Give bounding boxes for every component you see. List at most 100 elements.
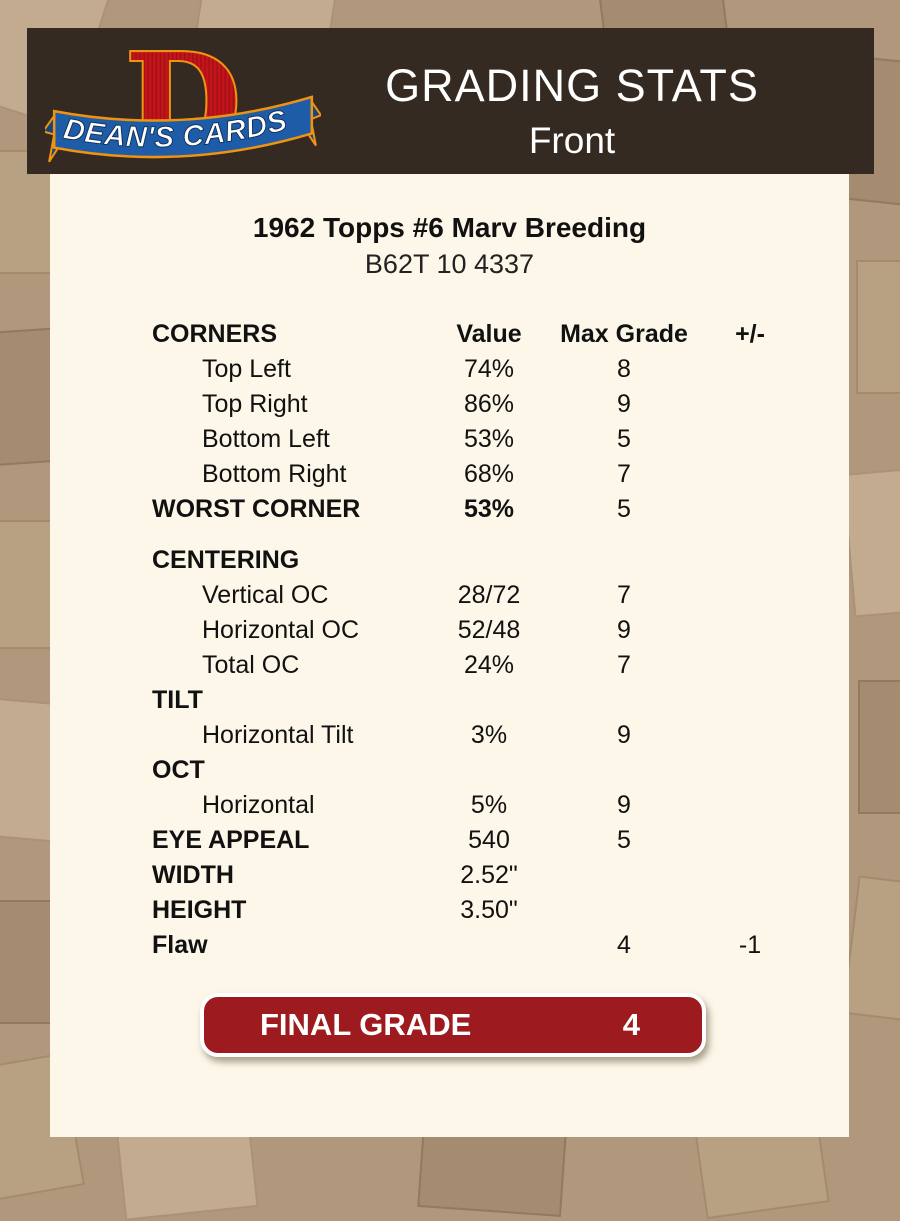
section-label: CENTERING [152, 546, 300, 574]
row-plus-minus [704, 788, 796, 823]
table-row-worst-corner: WORST CORNER 53% 5 [152, 492, 796, 527]
row-value: 3.50" [460, 896, 518, 924]
row-label: Horizontal OC [202, 616, 359, 644]
page-title: GRADING STATS [385, 60, 759, 111]
ribbon-band [52, 95, 314, 159]
row-value: 5% [470, 791, 508, 819]
table-section-tilt: TILT [152, 683, 796, 718]
row-value [434, 928, 544, 963]
row-plus-minus [704, 753, 796, 788]
row-value: 86% [463, 390, 515, 418]
row-label: Total OC [202, 651, 300, 679]
row-label: Top Right [202, 390, 308, 418]
row-value [434, 683, 544, 718]
table-row-top-left: Top Left 74% 8 [152, 352, 796, 387]
row-max-grade [544, 683, 704, 718]
row-value: 52/48 [457, 616, 521, 644]
row-plus-minus [704, 578, 796, 613]
row-max-grade [544, 858, 704, 893]
row-plus-minus [704, 422, 796, 457]
row-label: Vertical OC [202, 581, 329, 609]
background-card [858, 680, 900, 814]
row-max-grade [544, 543, 704, 578]
table-row-width: WIDTH 2.52" [152, 858, 796, 893]
column-header-plus-minus: +/- [735, 320, 765, 348]
row-label: Bottom Left [202, 425, 330, 453]
row-label: HEIGHT [152, 896, 247, 924]
report-panel: 1962 Topps #6 Marv Breeding B62T 10 4337… [50, 174, 849, 1137]
row-label: Flaw [152, 931, 208, 959]
table-row-bottom-left: Bottom Left 53% 5 [152, 422, 796, 457]
final-grade-button[interactable]: FINAL GRADE 4 [200, 993, 706, 1057]
row-max-grade: 4 [617, 931, 631, 959]
table-row-bottom-right: Bottom Right 68% 7 [152, 457, 796, 492]
table-row-oct-horizontal: Horizontal 5% 9 [152, 788, 796, 823]
table-row-flaw: Flaw 4 -1 [152, 928, 796, 963]
row-value: 28/72 [457, 581, 521, 609]
background-card [841, 466, 900, 618]
row-label: Horizontal Tilt [202, 721, 354, 749]
row-plus-minus [704, 858, 796, 893]
row-plus-minus [704, 893, 796, 928]
row-max-grade: 9 [617, 791, 631, 819]
background-card [856, 260, 900, 394]
table-row-top-right: Top Right 86% 9 [152, 387, 796, 422]
row-label: WORST CORNER [152, 495, 361, 523]
row-value: 53% [463, 425, 515, 453]
row-value [434, 753, 544, 788]
row-max-grade: 7 [617, 460, 631, 488]
page-subtitle: Front [528, 120, 616, 161]
column-header-value: Value [456, 320, 522, 348]
row-plus-minus [704, 683, 796, 718]
header-bar: D DEAN'S CARDS GRADING STATS Front [27, 28, 874, 174]
table-row-horizontal-tilt: Horizontal Tilt 3% 9 [152, 718, 796, 753]
section-label: TILT [152, 686, 203, 714]
row-label: Bottom Right [202, 460, 347, 488]
background-card [841, 875, 900, 1024]
table-section-oct: OCT [152, 753, 796, 788]
row-value: 540 [468, 826, 510, 854]
grading-stats-table: CORNERS Value Max Grade +/- Top Left 74%… [152, 316, 796, 963]
row-max-grade: 5 [617, 495, 631, 523]
table-row-eye-appeal: EYE APPEAL 540 5 [152, 823, 796, 858]
table-row-horizontal-oc: Horizontal OC 52/48 9 [152, 613, 796, 648]
row-max-grade [544, 753, 704, 788]
row-label: WIDTH [152, 861, 234, 889]
row-plus-minus [704, 543, 796, 578]
final-grade-label: FINAL GRADE [260, 1007, 472, 1042]
table-row-vertical-oc: Vertical OC 28/72 7 [152, 578, 796, 613]
header-titles: GRADING STATS Front [327, 58, 817, 164]
row-value: 74% [463, 355, 515, 383]
row-value [434, 543, 544, 578]
row-plus-minus: -1 [738, 931, 762, 959]
row-max-grade: 9 [617, 390, 631, 418]
final-grade-value: 4 [622, 1007, 640, 1042]
row-max-grade: 5 [617, 425, 631, 453]
row-plus-minus [704, 352, 796, 387]
row-max-grade: 8 [617, 355, 631, 383]
row-value: 2.52" [460, 861, 518, 889]
card-serial-code: B62T 10 4337 [364, 249, 535, 279]
row-label: EYE APPEAL [152, 826, 310, 854]
row-plus-minus [704, 823, 796, 858]
deans-cards-logo: D DEAN'S CARDS [45, 32, 321, 174]
row-max-grade: 9 [617, 616, 631, 644]
row-max-grade: 9 [617, 721, 631, 749]
row-max-grade: 5 [617, 826, 631, 854]
row-label: Top Left [202, 355, 291, 383]
row-plus-minus [704, 718, 796, 753]
card-title: 1962 Topps #6 Marv Breeding [252, 212, 647, 243]
table-section-centering: CENTERING [152, 543, 796, 578]
row-plus-minus [704, 613, 796, 648]
row-plus-minus [704, 648, 796, 683]
column-header-max-grade: Max Grade [560, 320, 688, 348]
row-max-grade: 7 [617, 651, 631, 679]
row-plus-minus [704, 457, 796, 492]
table-header-row: CORNERS Value Max Grade +/- [152, 316, 796, 352]
row-value: 68% [463, 460, 515, 488]
row-label: Horizontal [202, 791, 315, 819]
row-value: 3% [470, 721, 508, 749]
row-value: 53% [463, 495, 515, 523]
row-max-grade [544, 893, 704, 928]
row-max-grade: 7 [617, 581, 631, 609]
